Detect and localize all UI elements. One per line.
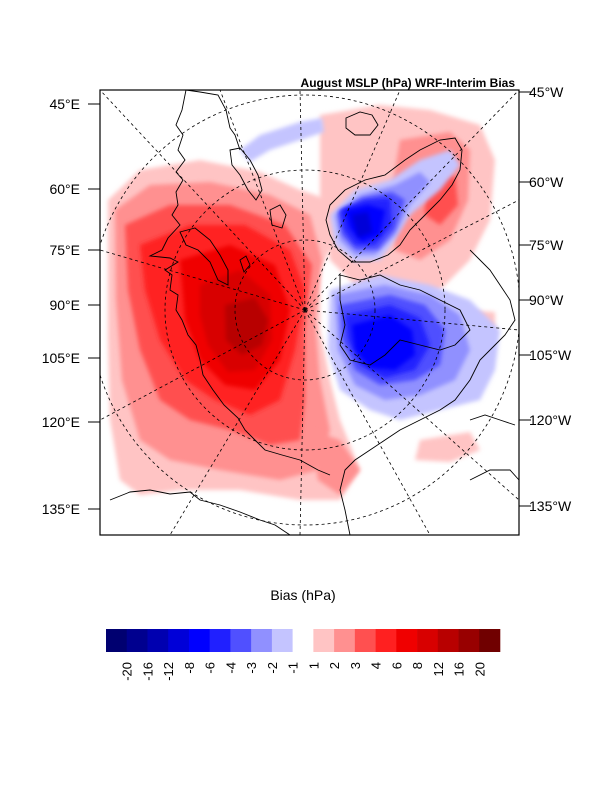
right-tick-label: 105°W	[529, 347, 572, 363]
colorbar-tick-label: -16	[140, 662, 155, 681]
colorbar-swatch	[375, 629, 397, 652]
left-tick-label: 60°E	[49, 181, 80, 197]
meridian-line	[304, 309, 431, 535]
right-tick-label: 135°W	[529, 498, 572, 514]
colorbar-tick-label: -3	[244, 662, 259, 674]
colorbar-tick-label: 4	[369, 662, 384, 669]
right-tick-label: 60°W	[529, 174, 564, 190]
colorbar-swatch	[188, 629, 210, 652]
positive-bias-contour	[225, 298, 268, 355]
meridian-line	[100, 90, 306, 311]
right-axis: 45°W 60°W 75°W 90°W 105°W 120°W 135°W	[519, 84, 572, 514]
colorbar-swatch	[106, 629, 128, 652]
meridian-line	[169, 309, 306, 535]
left-tick-label: 135°E	[42, 501, 80, 517]
colorbar-tick-label: 8	[410, 662, 425, 669]
negative-bias-contour	[240, 118, 324, 162]
left-axis: 45°E 60°E 75°E 90°E 105°E 120°E 135°E	[42, 96, 100, 517]
colorbar-tick-label: 2	[327, 662, 342, 669]
right-tick-label: 90°W	[529, 292, 564, 308]
colorbar-tick-label: -4	[223, 662, 238, 674]
colorbar-tick-label: 1	[306, 662, 321, 669]
coastline-severnaya	[239, 255, 251, 273]
colorbar-tick-label: -8	[182, 662, 197, 674]
coastline-east-canada	[469, 469, 519, 481]
coastline-hudson-region	[339, 249, 516, 535]
map-frame	[99, 89, 520, 536]
coastline-novaya-zemlya	[229, 147, 263, 201]
coastline-canada-archipelago	[339, 274, 471, 366]
colorbar-tick-label: 12	[431, 662, 446, 676]
left-tick-label: 120°E	[42, 414, 80, 430]
right-tick-label: 75°W	[529, 237, 564, 253]
colorbar-tick-label: 6	[389, 662, 404, 669]
coastline-iceland	[345, 111, 379, 136]
colorbar-tick-label: -12	[161, 662, 176, 681]
colorbar-swatch	[209, 629, 231, 652]
coastline-alaska	[109, 489, 291, 535]
colorbar-swatch	[168, 629, 190, 652]
left-tick-label: 105°E	[42, 350, 80, 366]
colorbar	[106, 629, 501, 652]
latitude-circle	[234, 239, 376, 381]
meridian-line	[304, 199, 519, 311]
negative-bias-contour	[352, 315, 415, 370]
coastline-greenland	[325, 137, 463, 263]
right-tick-label: 45°W	[529, 84, 564, 100]
colorbar-swatch	[334, 629, 356, 652]
colorbar-swatch	[271, 629, 293, 652]
left-tick-label: 45°E	[49, 96, 80, 112]
colorbar-tick-label: -20	[120, 662, 135, 681]
colorbar-swatch	[251, 629, 273, 652]
colorbar-swatch	[230, 629, 252, 652]
colorbar-swatch	[437, 629, 459, 652]
colorbar-title: Bias (hPa)	[270, 587, 335, 603]
left-tick-label: 75°E	[49, 242, 80, 258]
right-tick-label: 120°W	[529, 412, 572, 428]
colorbar-swatch	[126, 629, 148, 652]
colorbar-swatch	[292, 629, 314, 652]
coastline-canada-mainland	[469, 414, 516, 426]
latitude-circle	[164, 169, 446, 451]
map-plot	[99, 89, 520, 536]
meridian-line	[100, 309, 306, 421]
colorbar-swatch	[147, 629, 169, 652]
chart-title: August MSLP (hPa) WRF-Interim Bias	[301, 76, 516, 90]
negative-bias-contour	[352, 212, 372, 238]
positive-bias-contour	[310, 430, 360, 495]
colorbar-tick-label: 20	[472, 662, 487, 676]
colorbar-swatch	[479, 629, 501, 652]
colorbar-swatch	[313, 629, 335, 652]
meridian-line	[304, 90, 401, 311]
colorbar-tick-label: -1	[286, 662, 301, 674]
coastline-taymyr	[179, 227, 229, 286]
colorbar-labels: -20 -16 -12 -8 -6 -4 -3 -2 -1 1 2 3 4 6 8 12 16 20	[120, 662, 488, 681]
colorbar-swatch	[458, 629, 480, 652]
colorbar-tick-label: 16	[452, 662, 467, 676]
coastline-svalbard	[269, 204, 287, 229]
colorbar-swatch	[354, 629, 376, 652]
colorbar-tick-label: -6	[203, 662, 218, 674]
left-tick-label: 90°E	[49, 297, 80, 313]
colorbar-tick-label: -2	[265, 662, 280, 674]
meridian-line	[299, 90, 306, 311]
colorbar-swatch	[396, 629, 418, 652]
meridian-line	[299, 309, 306, 535]
graticule	[100, 90, 519, 535]
colorbar-tick-label: 3	[348, 662, 363, 669]
latitude-circle	[100, 94, 519, 526]
colorbar-swatch	[417, 629, 439, 652]
